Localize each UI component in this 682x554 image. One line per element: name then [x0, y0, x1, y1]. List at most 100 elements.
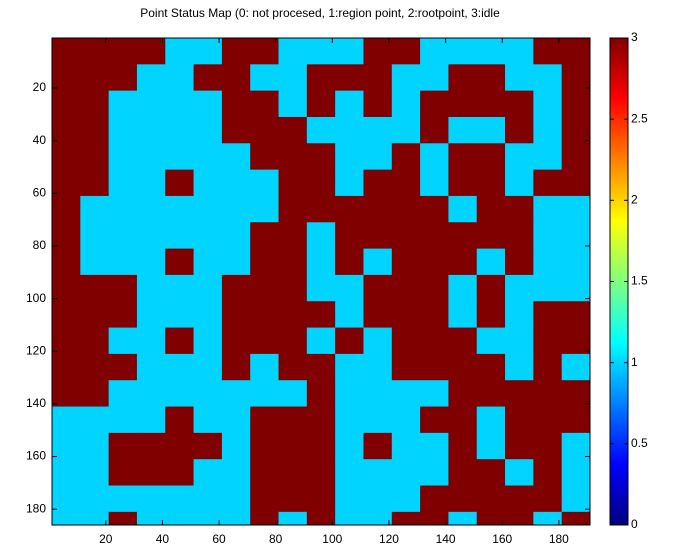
heatmap-cell [363, 169, 393, 197]
heatmap-cell [476, 64, 506, 92]
colorbar-tick-label: 1 [631, 355, 638, 369]
heatmap-cell [476, 116, 506, 144]
heatmap-cell [561, 380, 591, 407]
heatmap-cell [306, 511, 336, 526]
heatmap-cell [476, 511, 506, 526]
heatmap-cell [193, 195, 223, 223]
heatmap-cell [363, 222, 393, 249]
heatmap-cell [335, 406, 364, 434]
heatmap-cell [108, 432, 138, 460]
heatmap-cell [391, 222, 421, 249]
heatmap-cell [533, 38, 563, 65]
heatmap-cell [136, 64, 166, 92]
heatmap-cell [476, 274, 506, 302]
heatmap-cell [448, 353, 478, 381]
heatmap-cell [165, 511, 194, 526]
heatmap-cell [80, 248, 110, 276]
colorbar-tick-label: 3 [631, 30, 638, 44]
heatmap-cell [80, 222, 110, 249]
axes: 20 40 60 80 100 120 140 160 18020406080100120140… [26, 30, 648, 546]
heatmap-cell [80, 301, 110, 328]
heatmap-cell [561, 301, 591, 328]
heatmap-cell [278, 406, 308, 434]
heatmap-cell [420, 195, 449, 223]
heatmap-cell [448, 90, 478, 118]
heatmap-cell [278, 222, 308, 249]
heatmap-cell [448, 406, 478, 434]
heatmap-cell [476, 432, 506, 460]
heatmap-cell [533, 248, 563, 276]
heatmap-cell [420, 485, 449, 513]
heatmap-cell [165, 222, 194, 249]
heatmap-cell [250, 459, 279, 486]
heatmap-cell [136, 38, 166, 65]
plot-frame [51, 37, 591, 526]
heatmap-cell [335, 485, 364, 513]
heatmap-cell [391, 169, 421, 197]
heatmap-cell [108, 327, 138, 355]
x-tick-label: 100 [322, 532, 342, 546]
heatmap-cell [221, 90, 251, 118]
heatmap-cell [221, 169, 251, 197]
heatmap-cell [52, 195, 81, 223]
heatmap-cell [165, 38, 194, 65]
heatmap-cell [250, 90, 279, 118]
heatmap-cell [505, 195, 534, 223]
heatmap-cell [165, 380, 194, 407]
heatmap-cell [52, 274, 81, 302]
heatmap-cell [193, 169, 223, 197]
heatmap-cell [136, 248, 166, 276]
heatmap-cell [108, 38, 138, 65]
heatmap-cell [165, 195, 194, 223]
heatmap-cell [306, 248, 336, 276]
heatmap-cell [80, 485, 110, 513]
y-tick-label: 120 [26, 343, 46, 357]
heatmap-cell [193, 64, 223, 92]
y-tick-label: 20 [33, 80, 47, 94]
heatmap-cell [165, 64, 194, 92]
heatmap-cell [533, 380, 563, 407]
heatmap-cell [561, 195, 591, 223]
heatmap-cell [278, 248, 308, 276]
heatmap-cell [533, 169, 563, 197]
heatmap-cell [306, 301, 336, 328]
heatmap-cell [335, 327, 364, 355]
heatmap-cell [278, 459, 308, 486]
heatmap-cell [448, 327, 478, 355]
heatmap-cell [505, 353, 534, 381]
heatmap-cell [278, 64, 308, 92]
heatmap-cell [80, 90, 110, 118]
x-tick-label: 120 [379, 532, 399, 546]
heatmap-cell [52, 327, 81, 355]
heatmap-cell [193, 406, 223, 434]
heatmap-cell [561, 511, 591, 526]
heatmap-cell [561, 64, 591, 92]
heatmap-cell [193, 511, 223, 526]
heatmap-cell [476, 327, 506, 355]
heatmap-cell [193, 353, 223, 381]
heatmap-cell [136, 274, 166, 302]
heatmap-cell [193, 380, 223, 407]
heatmap-cell [391, 195, 421, 223]
heatmap-cell [335, 432, 364, 460]
heatmap-cell [505, 406, 534, 434]
heatmap-cell [108, 406, 138, 434]
heatmap-cell [221, 195, 251, 223]
heatmap-cell [533, 353, 563, 381]
heatmap-cell [306, 406, 336, 434]
heatmap-cell [193, 432, 223, 460]
heatmap-cell [561, 90, 591, 118]
heatmap-cell [165, 327, 194, 355]
heatmap-cell [363, 380, 393, 407]
heatmap-cell [221, 301, 251, 328]
heatmap-cell [420, 432, 449, 460]
heatmap-cell [448, 274, 478, 302]
heatmap-cell [250, 169, 279, 197]
heatmap-cell [250, 511, 279, 526]
heatmap-cell [561, 143, 591, 171]
heatmap-cell [391, 64, 421, 92]
heatmap-cell [136, 485, 166, 513]
heatmap-cell [533, 143, 563, 171]
heatmap-cell [363, 327, 393, 355]
heatmap-cell [278, 432, 308, 460]
